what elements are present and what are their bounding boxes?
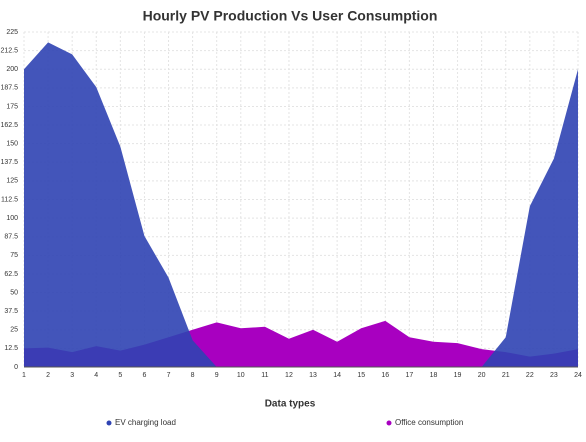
x-tick-label: 8 — [191, 372, 195, 379]
x-tick-label: 18 — [430, 372, 438, 379]
x-tick-label: 21 — [502, 372, 510, 379]
x-tick-label: 14 — [333, 372, 341, 379]
y-tick-label: 150 — [6, 141, 18, 148]
y-tick-label: 112.5 — [1, 196, 18, 203]
y-tick-label: 125 — [6, 178, 18, 185]
y-tick-label: 12.5 — [4, 345, 18, 352]
y-tick-label: 212.5 — [0, 47, 18, 54]
y-tick-label: 0 — [14, 364, 18, 371]
x-tick-label: 12 — [285, 372, 293, 379]
x-tick-label: 20 — [478, 372, 486, 379]
legend-label: EV charging load — [115, 418, 176, 427]
y-tick-label: 137.5 — [0, 159, 18, 166]
x-tick-label: 19 — [454, 372, 462, 379]
x-tick-label: 10 — [237, 372, 245, 379]
x-tick-label: 22 — [526, 372, 534, 379]
legend-marker — [106, 420, 112, 426]
x-tick-label: 23 — [550, 372, 558, 379]
x-tick-label: 11 — [261, 372, 268, 379]
y-tick-label: 225 — [6, 29, 18, 36]
chart-title: Hourly PV Production Vs User Consumption — [143, 8, 438, 24]
x-tick-label: 16 — [381, 372, 389, 379]
y-tick-label: 100 — [6, 215, 18, 222]
y-tick-label: 37.5 — [4, 308, 18, 315]
x-tick-label: 24 — [574, 372, 582, 379]
x-tick-label: 17 — [405, 372, 413, 379]
x-tick-label: 7 — [167, 372, 171, 379]
x-tick-label: 2 — [46, 372, 50, 379]
y-tick-label: 175 — [6, 103, 18, 110]
x-tick-label: 6 — [142, 372, 146, 379]
y-tick-label: 75 — [10, 252, 18, 259]
y-tick-label: 87.5 — [4, 234, 18, 241]
legend-label: Office consumption — [395, 418, 463, 427]
y-tick-label: 50 — [10, 289, 18, 296]
y-tick-label: 200 — [6, 66, 18, 73]
x-tick-label: 4 — [94, 372, 98, 379]
x-tick-label: 9 — [215, 372, 219, 379]
x-tick-label: 15 — [357, 372, 365, 379]
y-tick-label: 25 — [10, 327, 18, 334]
y-tick-label: 62.5 — [4, 271, 18, 278]
y-tick-label: 162.5 — [0, 122, 18, 129]
y-tick-label: 187.5 — [0, 85, 18, 92]
legend-marker — [386, 420, 392, 426]
x-tick-label: 1 — [22, 372, 26, 379]
x-tick-label: 5 — [118, 372, 122, 379]
x-tick-label: 3 — [70, 372, 74, 379]
area — [24, 42, 578, 368]
x-tick-label: 13 — [309, 372, 317, 379]
x-axis-title: Data types — [265, 399, 316, 410]
